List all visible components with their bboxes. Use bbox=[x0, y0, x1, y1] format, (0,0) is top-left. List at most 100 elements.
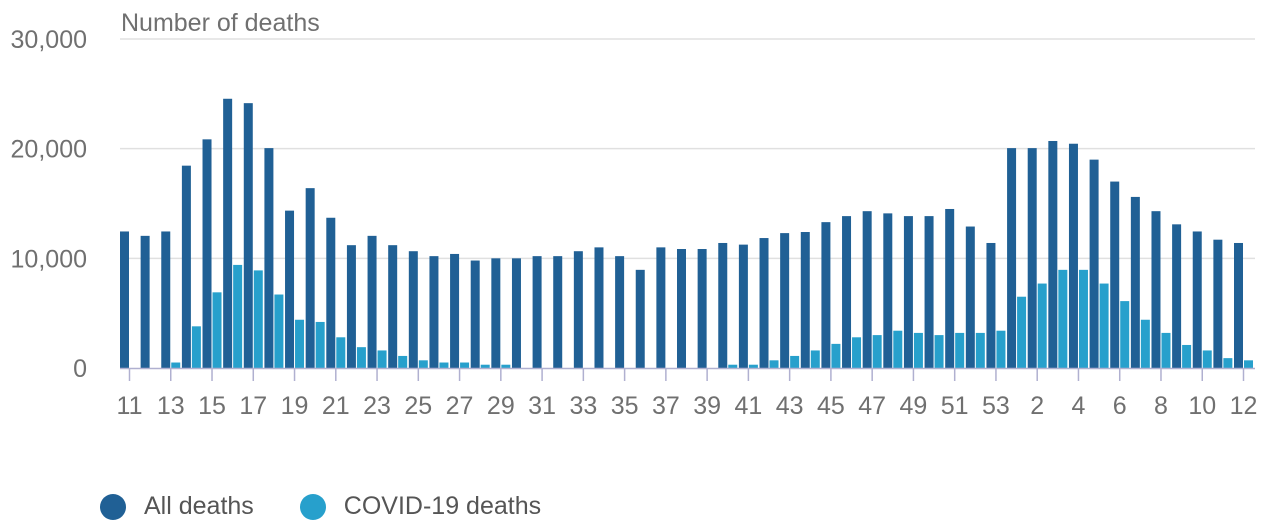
bar-all-deaths bbox=[408, 251, 418, 368]
bar-covid-deaths bbox=[1161, 332, 1171, 368]
bar-covid-deaths bbox=[439, 362, 449, 368]
bar-all-deaths bbox=[615, 256, 625, 368]
bar-all-deaths bbox=[780, 233, 790, 368]
bar-covid-deaths bbox=[996, 330, 1006, 368]
bar-all-deaths bbox=[821, 222, 831, 368]
x-tick-label: 23 bbox=[363, 392, 391, 420]
bar-all-deaths bbox=[1068, 143, 1078, 368]
bar-covid-deaths bbox=[1037, 283, 1047, 368]
bar-covid-deaths bbox=[1140, 319, 1150, 368]
x-tick-label: 25 bbox=[404, 392, 432, 420]
bar-all-deaths bbox=[1130, 196, 1140, 368]
bar-all-deaths bbox=[945, 208, 955, 368]
bar-all-deaths bbox=[656, 247, 666, 368]
x-tick-label: 15 bbox=[198, 392, 226, 420]
bar-covid-deaths bbox=[810, 350, 820, 368]
bar-all-deaths bbox=[1048, 140, 1058, 368]
bar-all-deaths bbox=[1110, 181, 1120, 368]
bar-all-deaths bbox=[511, 258, 521, 368]
x-tick-label: 39 bbox=[693, 392, 721, 420]
bar-all-deaths bbox=[1234, 242, 1243, 368]
bar-all-deaths bbox=[491, 258, 501, 368]
y-tick-label: 0 bbox=[73, 355, 87, 383]
bar-all-deaths bbox=[223, 98, 233, 368]
bar-covid-deaths bbox=[460, 362, 470, 368]
bar-all-deaths bbox=[718, 242, 728, 368]
bar-covid-deaths bbox=[501, 364, 511, 368]
bar-all-deaths bbox=[553, 256, 563, 368]
bar-covid-deaths bbox=[171, 362, 181, 368]
legend-label-all-deaths: All deaths bbox=[144, 492, 254, 520]
bar-covid-deaths bbox=[398, 355, 408, 368]
x-tick-label: 12 bbox=[1230, 392, 1258, 420]
x-tick-label: 37 bbox=[652, 392, 680, 420]
bar-covid-deaths bbox=[728, 364, 738, 368]
bar-covid-deaths bbox=[295, 319, 305, 368]
x-tick-label: 29 bbox=[487, 392, 515, 420]
bar-all-deaths bbox=[738, 244, 748, 368]
bar-covid-deaths bbox=[480, 364, 490, 368]
bar-covid-deaths bbox=[934, 335, 944, 368]
bar-covid-deaths bbox=[1120, 301, 1130, 368]
bar-all-deaths bbox=[305, 188, 315, 368]
bar-all-deaths bbox=[1192, 231, 1202, 368]
y-tick-label: 20,000 bbox=[11, 136, 87, 164]
bar-covid-deaths bbox=[831, 343, 841, 368]
bar-covid-deaths bbox=[253, 270, 263, 368]
bar-all-deaths bbox=[635, 269, 645, 368]
y-tick-label: 10,000 bbox=[11, 245, 87, 273]
x-tick-label: 10 bbox=[1188, 392, 1216, 420]
x-tick-label: 43 bbox=[776, 392, 804, 420]
y-tick-label: 30,000 bbox=[11, 26, 87, 54]
bar-covid-deaths bbox=[1223, 358, 1233, 368]
x-tick-label: 11 bbox=[117, 392, 143, 420]
bar-all-deaths bbox=[903, 216, 913, 368]
x-tick-label: 49 bbox=[900, 392, 928, 420]
x-tick-label: 31 bbox=[528, 392, 556, 420]
y-axis-ticks: 0 10,000 20,000 30,000 bbox=[11, 26, 87, 383]
x-tick-label: 2 bbox=[1030, 392, 1044, 420]
bar-all-deaths bbox=[450, 253, 460, 368]
bar-all-deaths bbox=[367, 235, 377, 368]
bar-all-deaths bbox=[1027, 148, 1037, 368]
x-tick-label: 53 bbox=[982, 392, 1010, 420]
bar-covid-deaths bbox=[315, 321, 325, 368]
x-axis: 11 13 15 17 19 21 23 25 27 29 31 33 35 37 39 41 43 45 47 49… bbox=[117, 367, 1258, 420]
legend-swatch-covid-deaths bbox=[299, 493, 326, 520]
bar-all-deaths bbox=[470, 260, 480, 368]
bar-all-deaths bbox=[285, 210, 295, 368]
x-tick-label: 45 bbox=[817, 392, 845, 420]
bars bbox=[120, 98, 1253, 368]
bar-all-deaths bbox=[181, 165, 191, 368]
x-tick-label: 51 bbox=[941, 392, 969, 420]
bar-all-deaths bbox=[388, 245, 398, 368]
bar-all-deaths bbox=[1007, 148, 1017, 368]
bar-all-deaths bbox=[264, 148, 274, 368]
x-tick-label: 4 bbox=[1072, 392, 1086, 420]
bar-covid-deaths bbox=[955, 332, 965, 368]
bar-covid-deaths bbox=[191, 326, 201, 368]
bar-all-deaths bbox=[202, 139, 212, 368]
bar-covid-deaths bbox=[377, 350, 387, 368]
bar-covid-deaths bbox=[975, 332, 985, 368]
bar-covid-deaths bbox=[1099, 283, 1109, 368]
bar-all-deaths bbox=[1172, 224, 1182, 368]
legend-item-covid-deaths: COVID-19 deaths bbox=[299, 492, 541, 521]
bar-covid-deaths bbox=[1182, 344, 1192, 368]
bar-covid-deaths bbox=[233, 264, 243, 368]
bar-all-deaths bbox=[161, 231, 171, 368]
x-tick-label: 27 bbox=[446, 392, 474, 420]
x-tick-label: 41 bbox=[734, 392, 762, 420]
bar-covid-deaths bbox=[1202, 350, 1212, 368]
x-tick-label: 21 bbox=[322, 392, 350, 420]
legend-swatch-all-deaths bbox=[100, 493, 126, 520]
bar-all-deaths bbox=[326, 217, 336, 368]
bar-covid-deaths bbox=[1017, 296, 1027, 368]
x-tick-label: 47 bbox=[858, 392, 886, 420]
y-axis-title: Number of deaths bbox=[121, 9, 320, 37]
bar-all-deaths bbox=[883, 213, 893, 368]
x-tick-label: 33 bbox=[569, 392, 597, 420]
bar-all-deaths bbox=[800, 232, 810, 368]
bar-covid-deaths bbox=[893, 330, 903, 368]
bar-all-deaths bbox=[573, 251, 583, 368]
